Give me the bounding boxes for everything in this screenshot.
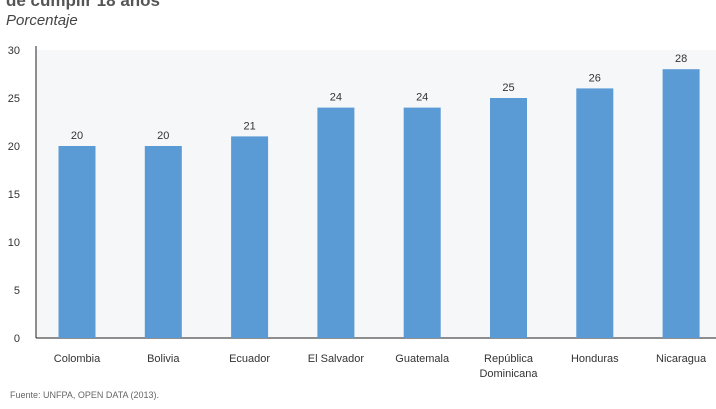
y-tick-label: 15 [8, 189, 20, 201]
data-label: 20 [71, 130, 83, 142]
bar [317, 107, 355, 338]
x-tick-label: Honduras [571, 353, 619, 365]
y-tick-label: 25 [8, 93, 20, 105]
x-tick-label: Ecuador [229, 353, 270, 365]
data-label: 24 [330, 92, 342, 104]
x-tick-label: Nicaragua [656, 353, 707, 365]
y-tick-label: 30 [8, 45, 20, 57]
x-tick-label: Bolivia [147, 353, 180, 365]
y-tick-label: 0 [14, 333, 20, 345]
data-label: 26 [589, 72, 601, 84]
bar [662, 69, 700, 338]
data-label: 21 [243, 120, 255, 132]
plot-background [36, 50, 716, 338]
x-tick-label: Dominicana [479, 368, 538, 380]
data-label: 28 [675, 53, 687, 65]
bar [58, 146, 96, 338]
bar [231, 136, 269, 338]
bar [576, 88, 614, 339]
data-label: 25 [502, 82, 514, 94]
bar [403, 107, 441, 338]
x-tick-label: El Salvador [308, 353, 365, 365]
x-tick-label: Colombia [54, 353, 101, 365]
chart-title: de cumplir 18 años [6, 0, 160, 10]
data-label: 20 [157, 130, 169, 142]
data-label: 24 [416, 92, 428, 104]
bar [490, 98, 527, 338]
y-tick-label: 20 [8, 141, 20, 153]
y-tick-label: 5 [14, 285, 20, 297]
chart-subtitle: Porcentaje [6, 12, 78, 29]
y-tick-label: 10 [8, 237, 20, 249]
bar [144, 146, 182, 338]
source-note: Fuente: UNFPA, OPEN DATA (2013). [10, 390, 160, 400]
x-tick-label: República [484, 353, 534, 365]
x-tick-label: Guatemala [395, 353, 450, 365]
